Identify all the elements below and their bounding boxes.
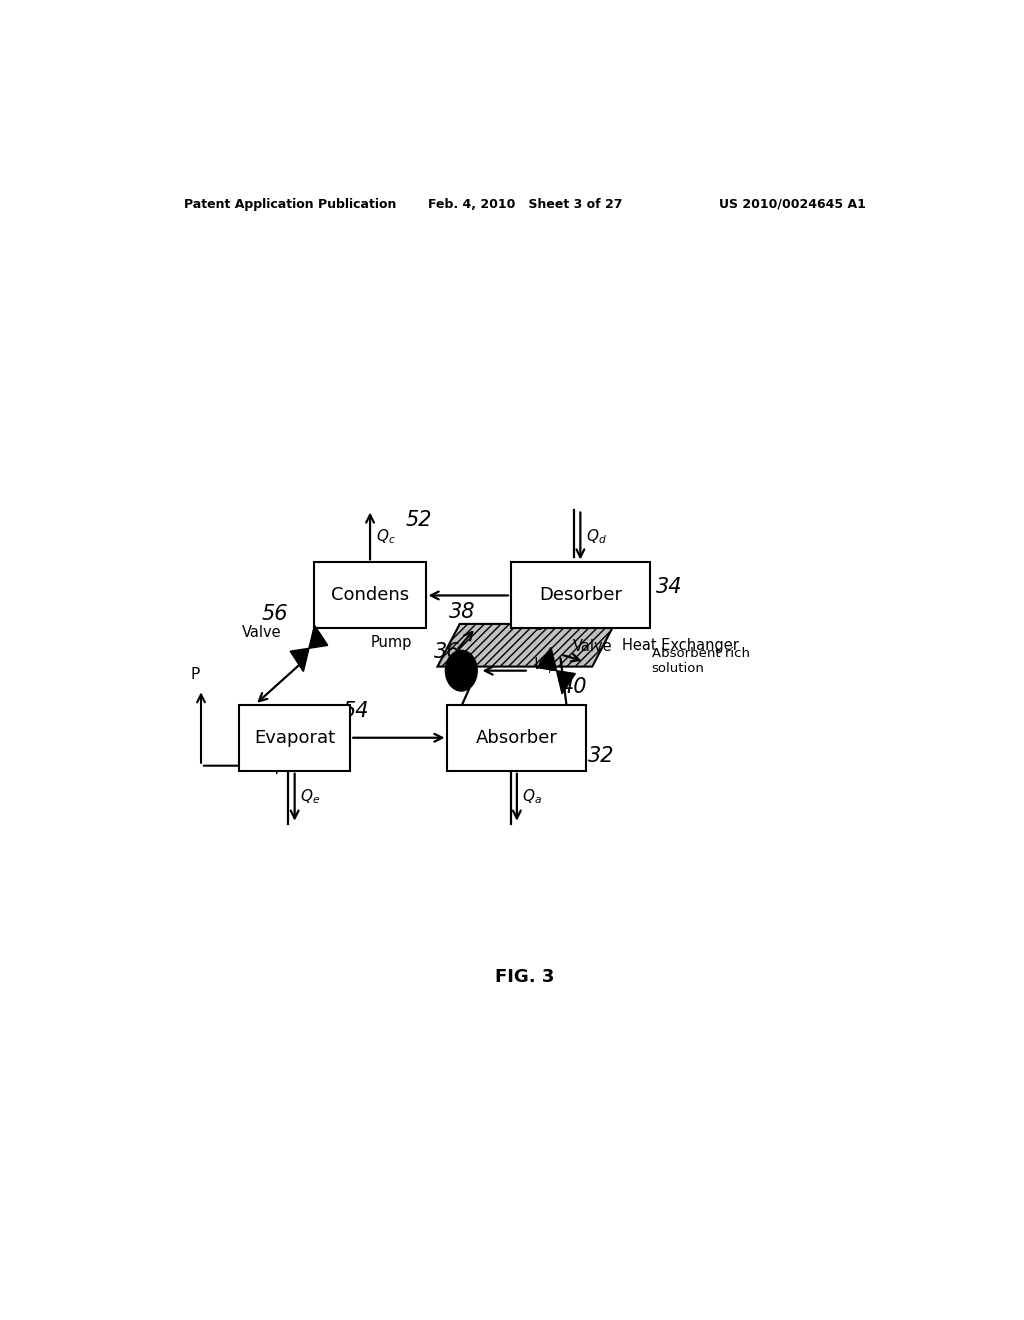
Polygon shape [309, 626, 328, 648]
Text: P: P [190, 668, 200, 682]
Text: T: T [272, 762, 282, 777]
Bar [239, 705, 350, 771]
Text: Absorber: Absorber [476, 729, 558, 747]
Text: $Q_e$: $Q_e$ [300, 787, 321, 805]
Text: Feb. 4, 2010   Sheet 3 of 27: Feb. 4, 2010 Sheet 3 of 27 [428, 198, 622, 211]
Text: Evaporat: Evaporat [254, 729, 335, 747]
Polygon shape [290, 648, 309, 672]
Text: FIG. 3: FIG. 3 [496, 968, 554, 986]
Text: $Q_c$: $Q_c$ [376, 528, 395, 546]
Circle shape [445, 651, 477, 690]
Text: 32: 32 [588, 746, 614, 766]
Text: Valve: Valve [572, 639, 612, 653]
Text: $W_p$: $W_p$ [532, 655, 556, 676]
Text: 36: 36 [433, 643, 460, 663]
Text: Heat Exchanger: Heat Exchanger [623, 638, 739, 653]
Text: $Q_a$: $Q_a$ [522, 787, 543, 805]
Text: $Q_d$: $Q_d$ [586, 528, 606, 546]
Text: US 2010/0024645 A1: US 2010/0024645 A1 [719, 198, 866, 211]
Bar [447, 705, 587, 771]
Text: 38: 38 [450, 602, 476, 622]
Text: 56: 56 [261, 603, 288, 624]
Text: Absorbate rich
solution: Absorbate rich solution [329, 603, 426, 632]
Bar [511, 562, 650, 628]
Text: 52: 52 [406, 511, 432, 531]
Text: 34: 34 [655, 577, 682, 598]
Text: Desorber: Desorber [539, 586, 622, 605]
Text: 54: 54 [342, 701, 369, 722]
Text: Pump: Pump [371, 635, 412, 649]
Text: Absorbent rich
solution: Absorbent rich solution [652, 647, 750, 675]
Polygon shape [538, 648, 557, 671]
Text: Valve: Valve [242, 624, 282, 640]
Polygon shape [437, 624, 614, 667]
Bar [314, 562, 426, 628]
Text: 40: 40 [560, 677, 587, 697]
Polygon shape [557, 671, 575, 694]
Text: Patent Application Publication: Patent Application Publication [183, 198, 396, 211]
Text: Condens: Condens [331, 586, 410, 605]
